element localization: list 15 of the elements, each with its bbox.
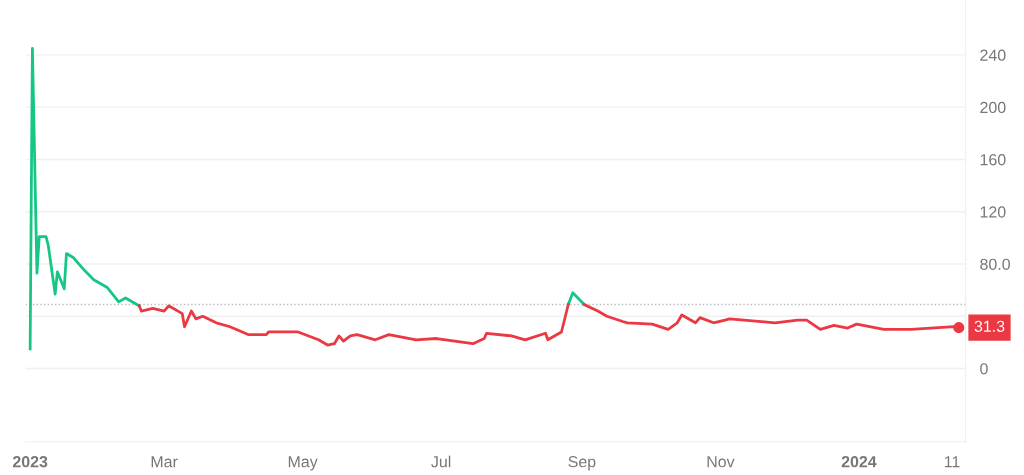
- annotation: 31.3: [974, 320, 1005, 332]
- x-tick-label: 11: [944, 456, 960, 468]
- y-tick-label: 80.0: [980, 258, 1010, 270]
- x-tick-label: 2024: [841, 456, 877, 468]
- y-tick-label: 200: [980, 101, 1006, 114]
- x-tick-label: Jul: [431, 455, 451, 468]
- y-tick-label: 0: [980, 363, 988, 375]
- y-tick-label: 240: [980, 49, 1006, 61]
- y-tick-label: 120: [980, 206, 1006, 218]
- x-tick-label: May: [288, 456, 318, 471]
- y-tick-label: 160: [980, 154, 1006, 166]
- x-tick-label: Sep: [568, 456, 596, 471]
- x-tick-label: Nov: [707, 456, 735, 468]
- x-tick-label: 2023: [12, 456, 48, 468]
- x-tick-label: Mar: [151, 456, 178, 468]
